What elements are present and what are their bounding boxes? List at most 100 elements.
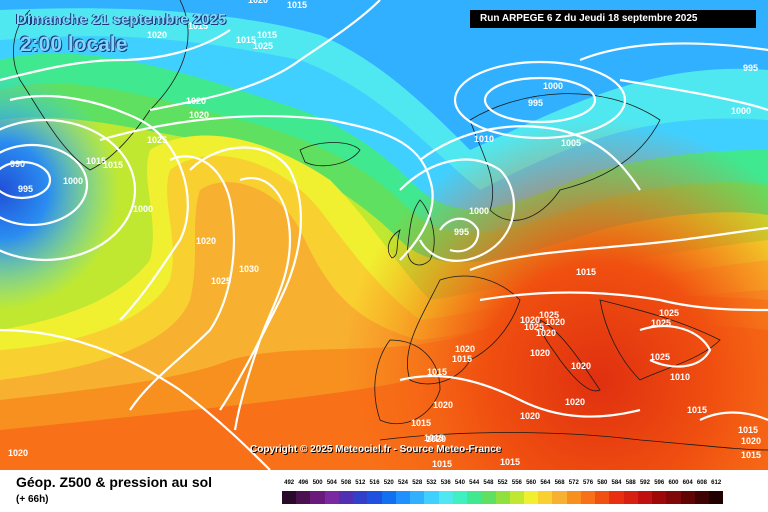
- forecast-time: 2:00 locale: [20, 33, 128, 56]
- isobar-low-1000-north: [453, 60, 627, 140]
- pressure-label: 1020: [248, 0, 268, 5]
- greenland-coast: [13, 0, 189, 171]
- pressure-label: 1015: [424, 433, 444, 443]
- pressure-label: 990: [10, 159, 25, 169]
- isobar-a: [149, 0, 381, 112]
- pressure-label: 1015: [86, 156, 106, 166]
- map-canvas: 1020 1015 1015 1015 1020 1015 1025 1020 …: [0, 0, 768, 470]
- scale-swatch: [566, 491, 581, 504]
- pressure-label: 1020: [455, 344, 475, 354]
- isobars: [0, 0, 768, 470]
- z500-cold-core: [0, 0, 768, 470]
- scale-swatch: [637, 491, 653, 504]
- iceland-coast: [299, 142, 361, 167]
- isobar-1025-north: [0, 29, 231, 82]
- isobar-1005: [419, 125, 641, 191]
- pressure-label: 1025: [650, 352, 670, 362]
- pressure-label: 1020: [426, 434, 446, 444]
- scale-swatch: [481, 491, 496, 504]
- pressure-label: 1015: [500, 457, 520, 467]
- isobar-low-1000: [0, 118, 137, 262]
- france-coast: [406, 275, 521, 385]
- scale-swatch: [310, 491, 325, 504]
- scale-label: 612: [711, 480, 722, 486]
- scale-swatch: [353, 491, 368, 504]
- pressure-label: 1000: [731, 106, 751, 116]
- scale-label: 572: [568, 480, 579, 486]
- color-scale: [282, 491, 752, 504]
- scale-label: 500: [312, 480, 323, 486]
- scale-swatch: [367, 491, 382, 504]
- pressure-label: 1025: [659, 308, 679, 318]
- scale-swatch: [282, 491, 297, 504]
- scale-swatch: [709, 491, 724, 504]
- pressure-label: 1020: [545, 317, 565, 327]
- scale-swatch: [652, 491, 667, 504]
- scale-swatch: [538, 491, 553, 504]
- scale-swatch: [680, 491, 695, 504]
- scale-swatch: [609, 491, 624, 504]
- scale-label: 524: [397, 480, 408, 486]
- scale-swatch: [438, 491, 453, 504]
- pressure-label: 1020: [189, 110, 209, 120]
- pressure-label: 1020: [565, 397, 585, 407]
- copyright-notice: Copyright © 2025 Meteociel.fr - Source M…: [250, 444, 502, 455]
- isobar-995-ne: [579, 42, 768, 62]
- scale-label: 556: [511, 480, 522, 486]
- scale-swatch: [595, 491, 610, 504]
- scale-label: 504: [326, 480, 337, 486]
- isobar-1015-east: [469, 226, 768, 272]
- pressure-label: 1015: [738, 425, 758, 435]
- pressure-label: 1020: [741, 436, 761, 446]
- pressure-label: 1000: [543, 81, 563, 91]
- scale-swatch: [666, 491, 681, 504]
- pressure-label: 1030: [239, 264, 259, 274]
- pressure-label: 1015: [741, 450, 761, 460]
- scale-label: 604: [682, 480, 693, 486]
- scale-swatch: [509, 491, 524, 504]
- pressure-label: 1005: [561, 138, 581, 148]
- pressure-label: 1000: [133, 204, 153, 214]
- pressure-label: 1020: [186, 96, 206, 106]
- scale-swatch: [452, 491, 468, 504]
- pressure-label: 1025: [651, 318, 671, 328]
- pressure-label: 1020: [530, 348, 550, 358]
- pressure-label: 995: [528, 98, 543, 108]
- isobar-e: [233, 177, 292, 431]
- isobar-1020-east: [479, 291, 768, 312]
- scale-swatch: [410, 491, 425, 504]
- scale-swatch: [395, 491, 411, 504]
- isobar-d: [129, 155, 236, 411]
- weather-map: 1020 1015 1015 1015 1020 1015 1025 1020 …: [0, 0, 768, 470]
- pressure-label: 1020: [147, 30, 167, 40]
- scale-swatch: [381, 491, 396, 504]
- legend-title: Géop. Z500 & pression au sol: [16, 474, 213, 490]
- legend-subtitle: (+ 66h): [16, 494, 49, 505]
- scandinavia-coast: [469, 93, 661, 221]
- legend-bar: Géop. Z500 & pression au sol (+ 66h) 492…: [0, 470, 768, 512]
- pressure-label: 1015: [257, 30, 277, 40]
- pressure-label: 1015: [432, 459, 452, 469]
- scale-label: 512: [355, 480, 366, 486]
- balkans-coast: [599, 299, 721, 381]
- scale-label: 608: [696, 480, 707, 486]
- italy-coast: [539, 319, 601, 392]
- pressure-label: 1015: [452, 354, 472, 364]
- model-run-banner: Run ARPEGE 6 Z du Jeudi 18 septembre 202…: [470, 10, 756, 28]
- pressure-label: 1020: [520, 315, 540, 325]
- scale-swatch: [623, 491, 638, 504]
- pressure-label: 1015: [687, 405, 707, 415]
- scale-swatch: [552, 491, 567, 504]
- scale-label: 548: [483, 480, 494, 486]
- scale-label: 584: [611, 480, 622, 486]
- scale-label: 516: [369, 480, 380, 486]
- pressure-label: 1025: [253, 41, 273, 51]
- pressure-label: 1015: [411, 418, 431, 428]
- scale-label: 592: [639, 480, 650, 486]
- pressure-label: 1015: [188, 21, 208, 31]
- pressure-label: 1020: [520, 411, 540, 421]
- scale-label: 520: [383, 480, 394, 486]
- scale-label: 576: [583, 480, 594, 486]
- scale-label: 560: [526, 480, 537, 486]
- scale-swatch: [523, 491, 539, 504]
